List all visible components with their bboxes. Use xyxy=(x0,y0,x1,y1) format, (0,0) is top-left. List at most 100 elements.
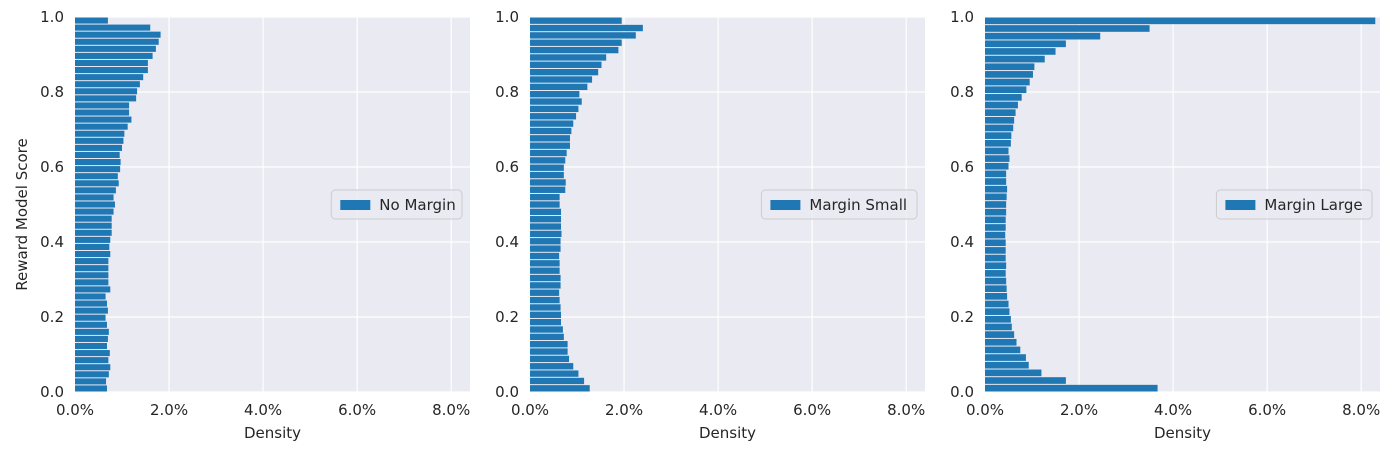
x-tick-label: 0.0% xyxy=(511,401,549,419)
histogram-bar xyxy=(75,300,107,307)
histogram-bar xyxy=(530,333,564,341)
histogram-bar xyxy=(985,293,1008,300)
histogram-bar xyxy=(530,68,599,76)
histogram-bar xyxy=(985,185,1008,193)
histogram-bar xyxy=(75,130,125,137)
histogram-bar xyxy=(530,91,580,98)
y-tick-label: 0.4 xyxy=(495,233,519,251)
histogram-bar xyxy=(75,272,109,279)
histogram-bar xyxy=(75,194,114,201)
histogram-bar xyxy=(985,40,1066,48)
histogram-bar xyxy=(75,250,111,258)
histogram-bar xyxy=(75,173,118,180)
histogram-bar xyxy=(75,137,124,144)
histogram-bar xyxy=(985,377,1066,384)
histogram-bar xyxy=(75,31,161,38)
histogram-bar xyxy=(985,277,1007,285)
legend-label: No Margin xyxy=(379,196,455,214)
histogram-bar xyxy=(530,355,570,363)
histogram-bar xyxy=(75,371,109,378)
histogram-bar xyxy=(75,258,109,265)
x-tick-label: 4.0% xyxy=(1154,401,1192,419)
x-tick-label: 4.0% xyxy=(244,401,282,419)
histogram-bar xyxy=(985,247,1006,254)
histogram-bar xyxy=(75,342,107,350)
y-tick-label: 0.0 xyxy=(950,383,974,401)
histogram-bar xyxy=(75,236,111,243)
histogram-bar xyxy=(985,323,1012,331)
y-tick-label: 0.8 xyxy=(40,83,64,101)
chart-panel-2: 0.0% 2.0% 4.0% 6.0% 8.0% 0.0 0.2 0.4 0.6 0.8 1.0 De… xyxy=(495,8,925,442)
histogram-bar xyxy=(985,32,1101,40)
y-tick-label: 0.0 xyxy=(495,383,519,401)
histogram-bar xyxy=(985,262,1007,270)
histogram-bar xyxy=(985,300,1009,308)
histogram-bar xyxy=(985,139,1011,147)
legend-box xyxy=(1215,189,1373,220)
histogram-bar xyxy=(530,311,562,318)
histogram-bar xyxy=(530,142,570,149)
chart-panel-1: 0.0% 2.0% 4.0% 6.0% 8.0% 0.0 0.2 0.4 0.6 0.8 1.0 De… xyxy=(40,8,470,442)
histogram-bar xyxy=(985,116,1015,124)
histogram-bar xyxy=(985,132,1012,139)
histogram-bar xyxy=(985,101,1018,109)
histogram-bar xyxy=(75,109,130,116)
y-tick-label: 1.0 xyxy=(495,8,519,26)
histogram-bar xyxy=(530,238,561,245)
histogram-bar xyxy=(530,370,579,377)
histogram-bar xyxy=(75,286,111,293)
histogram-bar xyxy=(75,166,121,173)
histogram-bar xyxy=(530,179,566,186)
histogram-bar xyxy=(75,229,112,236)
histogram-bar xyxy=(530,61,602,68)
histogram-bar xyxy=(985,94,1022,101)
histogram-bar xyxy=(75,95,137,102)
y-tick-label: 0.2 xyxy=(495,308,519,326)
histogram-bar xyxy=(985,193,1007,201)
y-tick-label: 0.6 xyxy=(40,158,64,176)
histogram-bar xyxy=(75,243,110,250)
histogram-bar xyxy=(530,282,561,289)
histogram-bar xyxy=(75,350,110,357)
histogram-bar xyxy=(530,260,560,267)
histogram-bar xyxy=(530,105,579,113)
x-tick-label: 0.0% xyxy=(56,401,94,419)
histogram-bar xyxy=(985,254,1006,262)
histogram-bar xyxy=(75,81,140,88)
histogram-bar xyxy=(75,364,111,371)
x-tick-label: 2.0% xyxy=(1060,401,1098,419)
histogram-bar xyxy=(75,215,112,222)
histogram-bar xyxy=(75,328,109,335)
histogram-bar xyxy=(985,354,1026,361)
histogram-bar xyxy=(530,54,607,61)
histogram-bar xyxy=(530,245,561,252)
y-tick-label: 0.4 xyxy=(950,233,974,251)
histogram-bar xyxy=(75,144,123,151)
histogram-bar xyxy=(530,149,567,157)
histogram-bar xyxy=(530,120,574,127)
y-tick-label: 1.0 xyxy=(950,8,974,26)
histogram-bar xyxy=(985,147,1009,155)
histogram-bar xyxy=(985,369,1042,377)
chart-panel-3: 0.0% 2.0% 4.0% 6.0% 8.0% 0.0 0.2 0.4 0.6 0.8 1.0 De… xyxy=(950,8,1380,442)
histogram-bar xyxy=(985,361,1029,369)
x-tick-label: 8.0% xyxy=(887,401,925,419)
histogram-bar xyxy=(985,86,1027,94)
histogram-bar xyxy=(985,48,1056,55)
histogram-bar xyxy=(530,296,560,304)
histogram-bar xyxy=(75,102,130,109)
histogram-bar xyxy=(530,274,561,282)
x-axis-label: Density xyxy=(699,424,756,442)
histogram-bar xyxy=(75,24,151,31)
histogram-bar xyxy=(530,252,560,260)
y-axis-label: Reward Model Score xyxy=(13,138,31,290)
histogram-bar xyxy=(985,384,1158,392)
histogram-bar xyxy=(530,83,588,91)
histogram-bar xyxy=(75,265,109,272)
histogram-bar xyxy=(75,88,138,95)
histogram-bar xyxy=(530,113,577,120)
histogram-bar xyxy=(985,231,1006,239)
histogram-bar xyxy=(75,38,159,45)
histogram-bar xyxy=(75,378,107,385)
histogram-bar xyxy=(985,17,1376,25)
